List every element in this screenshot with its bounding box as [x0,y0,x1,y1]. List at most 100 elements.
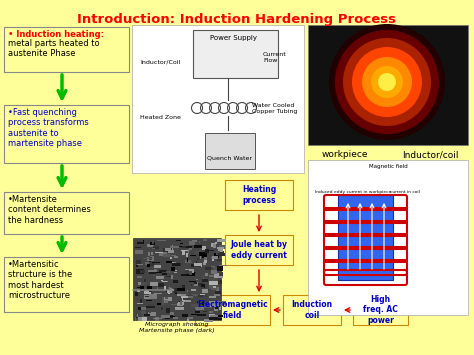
Bar [156,276,164,279]
Bar [147,257,154,261]
Bar [182,285,185,288]
Bar [140,285,144,289]
Bar [209,317,218,320]
Bar [153,246,159,249]
Bar [189,281,196,282]
Bar [216,288,219,291]
Bar [148,252,150,256]
Bar [153,275,155,277]
Bar [136,265,138,267]
FancyBboxPatch shape [4,257,129,312]
Bar [203,311,207,312]
Bar [179,246,182,247]
Bar [140,271,145,273]
Bar [157,303,161,305]
Bar [199,252,207,256]
Bar [155,252,163,253]
Bar [140,299,143,303]
Bar [216,318,222,320]
Bar [143,240,145,244]
Bar [181,250,188,251]
Bar [170,312,174,315]
Text: • Induction heating:: • Induction heating: [8,30,104,39]
Bar [179,301,182,304]
Bar [136,261,141,263]
Bar [164,296,168,299]
Bar [135,247,141,248]
Bar [197,314,206,316]
FancyBboxPatch shape [193,30,278,78]
Bar [147,264,150,267]
Bar [210,266,215,267]
Bar [191,314,198,315]
Bar [218,246,224,249]
FancyBboxPatch shape [225,180,293,210]
Bar [219,248,223,252]
Bar [137,303,144,304]
Bar [202,289,208,293]
FancyBboxPatch shape [4,27,129,72]
Bar [155,265,161,268]
Bar [148,304,155,307]
Bar [191,304,196,307]
Bar [177,307,183,308]
Bar [212,256,219,259]
Bar [156,286,158,289]
Bar [146,300,152,301]
Bar [172,263,180,266]
Bar [209,281,218,285]
Bar [212,286,216,288]
Bar [202,278,204,279]
Bar [203,295,206,297]
Bar [164,248,172,252]
Bar [179,286,183,287]
FancyBboxPatch shape [132,25,304,173]
Bar [209,313,215,317]
Bar [187,250,190,252]
Bar [194,263,202,267]
Bar [155,245,157,246]
Bar [153,318,162,319]
Bar [183,298,191,300]
Bar [181,274,189,276]
Bar [188,295,193,298]
Bar [210,286,217,290]
Bar [146,296,154,297]
Bar [166,261,172,263]
Bar [218,301,226,305]
Bar [215,253,216,257]
Bar [212,258,214,261]
Text: Induced eddy current in workpiece: Induced eddy current in workpiece [315,190,391,194]
Bar [204,304,211,308]
Text: Quench Water: Quench Water [208,155,253,160]
Bar [167,290,172,293]
Text: •Fast quenching
process transforms
austenite to
martensite phase: •Fast quenching process transforms auste… [8,108,89,148]
Bar [165,248,171,251]
Bar [215,307,218,309]
FancyBboxPatch shape [4,192,129,234]
Bar [205,249,209,253]
Text: Water Cooled
Copper Tubing: Water Cooled Copper Tubing [252,103,297,114]
Bar [186,292,188,296]
Bar [215,242,217,245]
Bar [137,288,142,289]
Bar [161,280,163,281]
Bar [189,246,191,250]
Circle shape [378,73,396,91]
Bar [149,311,151,313]
Bar [157,240,166,241]
Bar [198,258,199,260]
Bar [167,316,175,317]
Bar [159,252,167,256]
Bar [137,290,140,293]
FancyBboxPatch shape [283,295,341,325]
Bar [150,282,158,286]
Text: Heated Zone: Heated Zone [140,115,181,120]
Bar [177,294,181,296]
Bar [141,307,146,310]
Bar [173,282,175,283]
Bar [202,279,208,282]
Bar [219,306,221,310]
Bar [138,317,142,321]
Bar [147,296,154,297]
